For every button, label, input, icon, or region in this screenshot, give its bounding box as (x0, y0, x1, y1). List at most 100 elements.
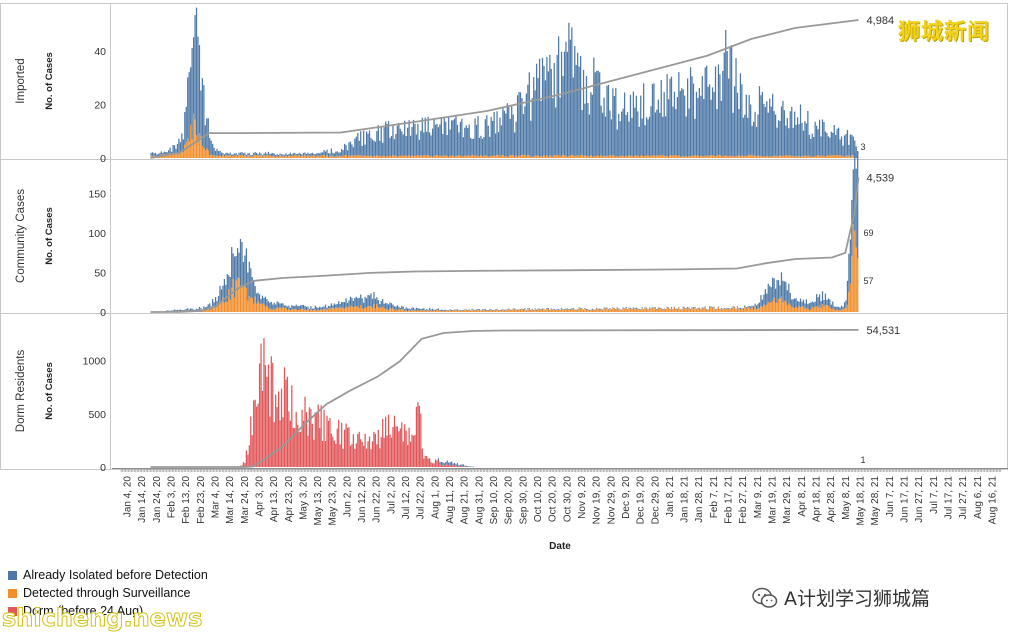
bar (782, 302, 784, 312)
bar (701, 308, 703, 312)
bar (572, 77, 574, 155)
bar (755, 126, 758, 157)
bar (591, 156, 593, 158)
bar (685, 308, 687, 312)
bar (505, 309, 507, 311)
bar (320, 307, 322, 310)
bar (615, 309, 617, 312)
bar (320, 309, 322, 312)
x-tick-label: Jun 12, 20 (357, 476, 368, 523)
bar (247, 272, 249, 301)
bar (552, 98, 554, 157)
bar (389, 302, 391, 309)
bar (832, 155, 834, 158)
bar (489, 136, 491, 157)
bar (497, 132, 500, 155)
bar (387, 155, 390, 158)
bar (599, 72, 601, 157)
bar (665, 309, 667, 312)
bar (533, 310, 535, 312)
bar (231, 156, 233, 158)
bar (591, 94, 593, 157)
bar (342, 448, 344, 467)
bar (326, 149, 328, 156)
bar (204, 307, 206, 310)
x-tick-label: Jul 22, 20 (416, 476, 427, 520)
bar (459, 466, 462, 467)
bar (607, 155, 610, 158)
bar (635, 95, 637, 156)
x-tick-label: Sep 30, 20 (518, 476, 529, 525)
bar (773, 156, 775, 158)
bar (470, 466, 472, 467)
bar (572, 307, 574, 309)
bar (477, 116, 479, 157)
bar (801, 156, 803, 158)
bar (238, 278, 240, 312)
bar (846, 280, 849, 305)
bar (449, 462, 451, 466)
bar (178, 309, 180, 311)
bar (321, 441, 324, 467)
bar (352, 155, 355, 158)
bar (726, 307, 728, 309)
bar (530, 310, 532, 312)
x-axis-title: Date (549, 541, 571, 552)
bar (160, 151, 162, 155)
bar (345, 423, 347, 467)
bar (415, 310, 418, 312)
bar (474, 156, 476, 158)
bar (458, 310, 460, 312)
bar (695, 308, 698, 310)
bar (173, 145, 176, 154)
bar (430, 135, 432, 157)
bar (368, 306, 371, 312)
bar (832, 308, 834, 312)
bar (632, 308, 635, 312)
bar (173, 309, 176, 311)
bar (316, 153, 318, 156)
bar (386, 435, 388, 467)
bar (407, 311, 409, 312)
bar (453, 310, 456, 312)
bar (651, 84, 654, 156)
bar (697, 155, 699, 158)
bar (706, 65, 708, 156)
bar (404, 310, 406, 312)
bar (575, 155, 577, 158)
bar (316, 307, 318, 311)
bar (599, 156, 601, 158)
bar (248, 153, 250, 156)
bar (324, 151, 327, 157)
bar (722, 309, 724, 312)
bar (698, 87, 700, 157)
bar (679, 309, 681, 311)
bar (371, 298, 374, 308)
bar (292, 153, 294, 156)
bar (490, 309, 492, 310)
bar (703, 308, 705, 312)
bar (719, 74, 721, 155)
bar (782, 100, 784, 157)
bar (443, 465, 445, 467)
bar (361, 308, 363, 312)
x-tick-label: Mar 24, 20 (240, 476, 251, 524)
bar (468, 155, 470, 158)
bar (629, 308, 632, 312)
bar (254, 152, 256, 155)
bar (302, 155, 305, 158)
x-tick-label: May 8, 21 (841, 476, 852, 520)
bar (423, 310, 425, 312)
bar (695, 155, 698, 158)
bar (706, 155, 708, 158)
x-tick-label: Jan 14, 20 (137, 476, 148, 523)
bar (777, 120, 780, 156)
bar (585, 75, 588, 156)
bar (452, 463, 454, 466)
bar (741, 155, 743, 158)
bar (799, 104, 802, 157)
bar (738, 309, 740, 312)
bar (187, 308, 189, 311)
bar (176, 144, 179, 154)
bar (273, 156, 275, 158)
